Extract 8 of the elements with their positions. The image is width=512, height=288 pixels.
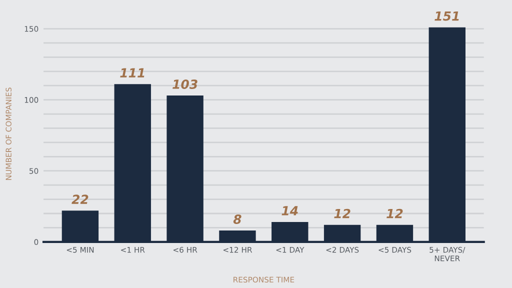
data-label: 12 <box>386 208 403 218</box>
data-label: 14 <box>282 206 298 216</box>
data-label: 111 <box>120 68 144 78</box>
data-label: 12 <box>334 208 350 218</box>
data-label: 22 <box>72 194 88 204</box>
data-label: 103 <box>172 80 198 89</box>
data-label: 151 <box>434 11 459 21</box>
data-label: 8 <box>233 214 242 224</box>
